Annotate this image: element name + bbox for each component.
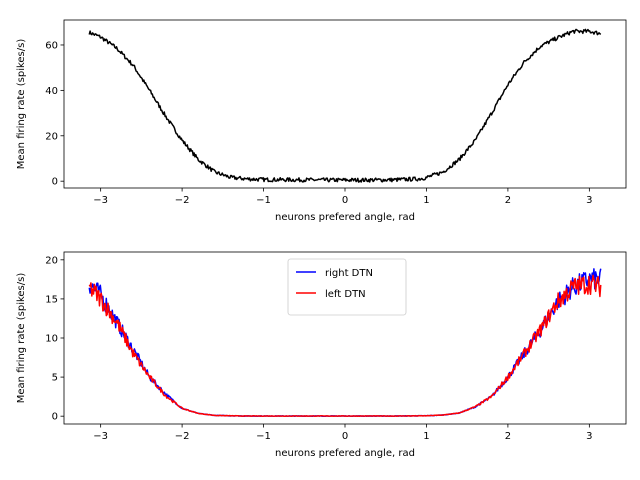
y-axis-label: Mean firing rate (spikes/s): [16, 39, 27, 170]
bottom-plot: −3 −2 −1 0 1 2 3 0 5 10 15 20 neurons prefered angle…: [16, 251, 627, 459]
y-tick-label: 60: [45, 40, 58, 51]
y-tick-label: 10: [45, 334, 58, 345]
x-tick-label: 1: [423, 195, 429, 206]
legend-label-left-dtn: left DTN: [325, 289, 366, 300]
x-tick-label: 2: [505, 431, 511, 442]
x-tick-label: −1: [256, 431, 271, 442]
legend-box: [287, 258, 407, 316]
y-tick-label: 5: [52, 373, 58, 384]
x-tick-label: −1: [256, 195, 271, 206]
y-tick-label: 20: [45, 255, 58, 266]
x-tick-label: −2: [175, 195, 190, 206]
y-tick-label: 20: [45, 131, 58, 142]
y-tick-label: 15: [45, 294, 58, 305]
top-plot: −3 −2 −1 0 1 2 3 0 20 40 60 neurons prefered angle,…: [16, 19, 627, 223]
y-tick-label: 40: [45, 86, 58, 97]
y-axis-label: Mean firing rate (spikes/s): [16, 273, 27, 404]
x-axis-label: neurons prefered angle, rad: [275, 212, 415, 223]
x-tick-label: 1: [423, 431, 429, 442]
x-tick-label: 3: [586, 431, 592, 442]
x-axis-label: neurons prefered angle, rad: [275, 448, 415, 459]
y-tick-label: 0: [52, 412, 58, 423]
x-tick-label: 2: [505, 195, 511, 206]
x-tick-label: 0: [342, 431, 348, 442]
x-tick-label: −2: [175, 431, 190, 442]
y-tick-label: 0: [52, 177, 58, 188]
series-line-plot0-0: [88, 28, 602, 183]
series-line-left-dtn: [88, 274, 602, 418]
legend: right DTN left DTN: [287, 258, 407, 316]
x-tick-label: −3: [93, 195, 108, 206]
legend-label-right-dtn: right DTN: [325, 268, 373, 279]
x-tick-label: 3: [586, 195, 592, 206]
x-tick-label: −3: [93, 431, 108, 442]
x-tick-label: 0: [342, 195, 348, 206]
